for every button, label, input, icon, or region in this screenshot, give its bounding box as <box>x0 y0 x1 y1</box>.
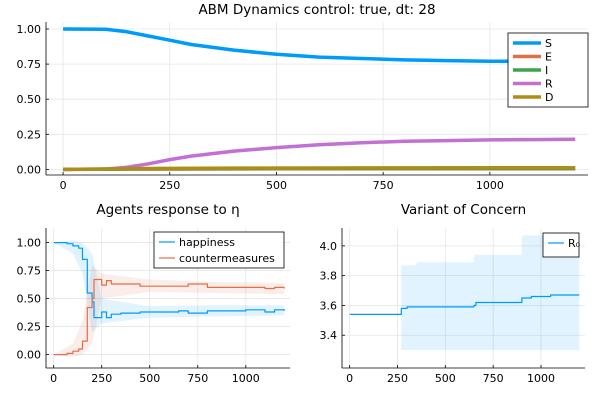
chart-title: Variant of Concern <box>401 202 526 218</box>
y-tick-label: 0.00 <box>17 349 42 362</box>
legend-label-E: E <box>545 51 552 64</box>
x-tick-label: 750 <box>483 372 504 385</box>
chart-title: Agents response to η <box>96 202 239 218</box>
x-tick-label: 1000 <box>476 179 504 192</box>
y-tick-label: 4.0 <box>320 240 338 253</box>
x-tick-label: 0 <box>60 179 67 192</box>
x-tick-label: 500 <box>435 372 456 385</box>
legend-label-I: I <box>545 64 548 77</box>
y-tick-label: 1.00 <box>17 237 42 250</box>
x-tick-label: 0 <box>346 372 353 385</box>
y-tick-label: 0.75 <box>17 58 42 71</box>
series-line-countermeasures <box>53 278 285 356</box>
legend-box <box>542 232 580 258</box>
legend-label-S: S <box>545 37 552 50</box>
series-line-happiness <box>53 242 285 319</box>
x-tick-label: 500 <box>139 372 160 385</box>
x-tick-label: 250 <box>91 372 112 385</box>
legend-box <box>153 231 285 269</box>
y-tick-label: 1.00 <box>17 23 42 36</box>
series-line-S <box>63 27 576 64</box>
confidence-band <box>349 235 580 351</box>
x-tick-label: 1000 <box>527 372 555 385</box>
legend-label-R: R <box>545 78 553 91</box>
x-tick-label: 750 <box>187 372 208 385</box>
confidence-band <box>53 240 285 333</box>
x-tick-label: 250 <box>159 179 180 192</box>
x-tick-label: 0 <box>50 372 57 385</box>
y-tick-label: 3.4 <box>320 329 338 342</box>
legend-label-countermeasures: countermeasures <box>179 252 275 265</box>
x-tick-label: 500 <box>266 179 287 192</box>
series-line-D <box>63 165 576 172</box>
series-line-R₀ <box>349 294 580 315</box>
legend-label-R₀: R₀ <box>568 237 581 250</box>
y-tick-label: 0.50 <box>17 93 42 106</box>
legend: happiness countermeasures <box>153 231 285 269</box>
legend-label-happiness: happiness <box>179 236 235 249</box>
chart-title: ABM Dynamics control: true, dt: 28 <box>198 2 435 18</box>
y-tick-label: 3.6 <box>320 299 338 312</box>
series-line-R <box>63 137 576 172</box>
y-tick-label: 0.25 <box>17 321 42 334</box>
x-tick-label: 250 <box>387 372 408 385</box>
chart-variant-of-concern: 0 250 500 750 1000 3.4 3.6 3.8 4.0 Variant of Con… <box>320 202 585 385</box>
y-tick-label: 0.00 <box>17 163 42 176</box>
y-tick-label: 0.25 <box>17 128 42 141</box>
chart-agents-response: 0 250 500 750 1000 0.00 0.25 0.50 0.75 1.00 Agents… <box>17 202 290 385</box>
x-tick-label: 1000 <box>232 372 260 385</box>
y-tick-label: 0.50 <box>17 293 42 306</box>
legend-label-D: D <box>545 91 553 104</box>
y-tick-label: 0.75 <box>17 265 42 278</box>
chart-abm-dynamics: 0 250 500 750 1000 0.00 0.25 0.50 0.75 1.00 ABM Dy… <box>17 2 589 192</box>
x-tick-label: 750 <box>373 179 394 192</box>
legend: R₀ <box>542 232 581 258</box>
y-tick-label: 3.8 <box>320 270 338 283</box>
